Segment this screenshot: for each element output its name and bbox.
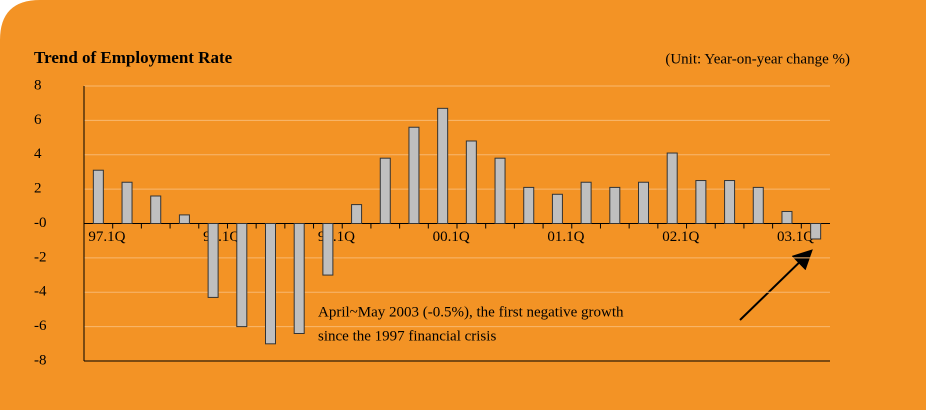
bar [695, 180, 707, 224]
x-tick-label: 02.1Q [662, 229, 699, 245]
bar [351, 204, 363, 224]
y-tick-label: -6 [34, 318, 47, 334]
y-tick-label: 6 [34, 112, 42, 128]
y-tick-label: -0 [34, 215, 47, 231]
chart-subtitle: (Unit: Year-on-year change %) [665, 51, 850, 67]
bar [609, 186, 621, 224]
bar [236, 223, 248, 328]
y-tick-label: 4 [34, 146, 42, 162]
bar [322, 223, 334, 276]
x-tick-label: 97.1Q [88, 229, 125, 245]
bar [92, 169, 104, 224]
bar [121, 181, 133, 224]
y-tick-label: 8 [34, 77, 42, 93]
bar [666, 152, 678, 224]
bar [437, 107, 449, 224]
annotation: since the 1997 financial crisis [318, 328, 496, 344]
bar [523, 186, 535, 224]
y-tick-label: -2 [34, 249, 47, 265]
bar [408, 126, 420, 224]
x-tick-label: 00.1Q [433, 229, 470, 245]
annotation: April~May 2003 (-0.5%), the first negati… [318, 304, 624, 320]
bar [494, 157, 506, 224]
bar [293, 223, 305, 334]
y-tick-label: -4 [34, 284, 47, 300]
bar [465, 140, 477, 224]
chart-title: Trend of Employment Rate [34, 48, 233, 67]
bar [265, 223, 276, 345]
bar [724, 180, 736, 224]
x-tick-label: 01.1Q [547, 229, 584, 245]
y-tick-label: 2 [34, 181, 42, 197]
y-tick-label: -8 [34, 352, 47, 368]
bar [207, 223, 219, 298]
x-tick-label: 03.1Q [777, 229, 814, 245]
bar [810, 223, 822, 240]
bar [781, 210, 793, 224]
bar [379, 157, 391, 224]
bar [580, 181, 592, 224]
bar [178, 214, 190, 224]
bar [638, 181, 649, 224]
bar [551, 193, 563, 224]
bar [150, 195, 162, 224]
annotation-arrow [739, 249, 813, 321]
bar [752, 186, 764, 224]
